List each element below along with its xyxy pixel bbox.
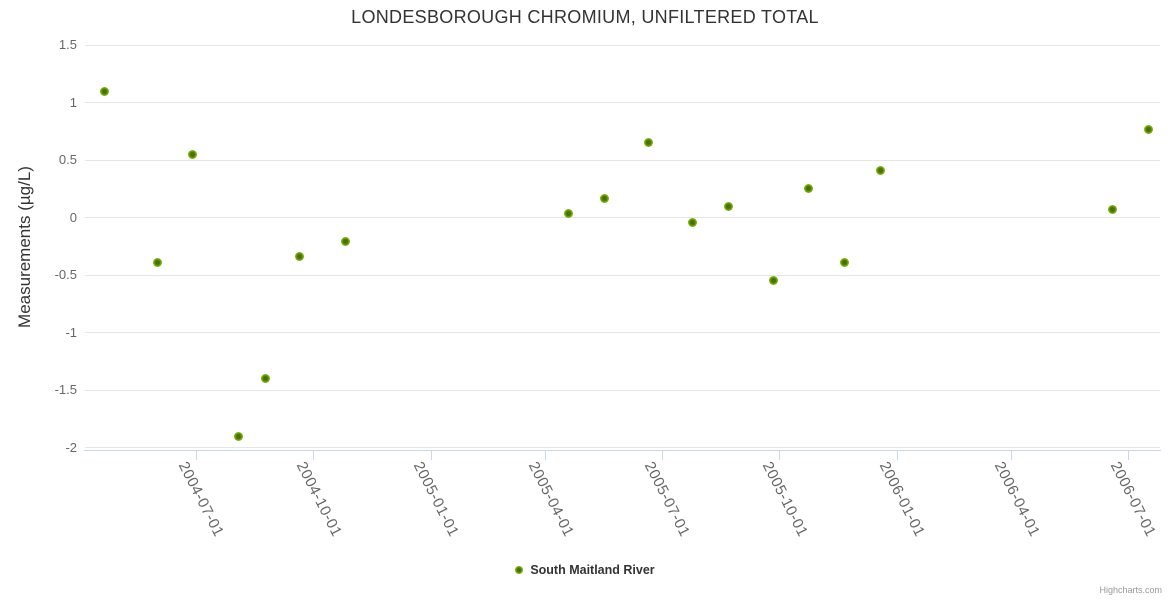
- data-point[interactable]: [804, 184, 814, 194]
- data-point[interactable]: [233, 431, 243, 441]
- y-gridline: [85, 447, 1160, 449]
- data-point[interactable]: [724, 201, 733, 211]
- x-axis-tick-label: 2005-04-01: [524, 459, 577, 540]
- data-point[interactable]: [688, 217, 698, 227]
- y-axis-tick-label: 1: [69, 94, 77, 110]
- x-axis-tick-label: 2006-01-01: [875, 459, 929, 540]
- legend-item-south-maitland-river[interactable]: South Maitland River: [515, 563, 655, 577]
- x-axis-tick-mark: [896, 450, 898, 460]
- x-axis-tick-mark: [545, 450, 547, 460]
- y-gridline: [85, 159, 1160, 161]
- x-axis-tick-label: 2004-07-01: [174, 459, 228, 540]
- legend: South Maitland River: [0, 563, 1170, 577]
- y-axis-tick-label: -1: [65, 324, 77, 340]
- data-point[interactable]: [564, 208, 574, 218]
- y-axis-tick-label: -2: [65, 439, 77, 455]
- x-axis-tick-mark: [1127, 450, 1129, 460]
- data-point[interactable]: [260, 374, 270, 384]
- y-gridline: [85, 389, 1160, 391]
- data-point[interactable]: [600, 193, 610, 203]
- x-axis-tick-mark: [779, 450, 780, 460]
- data-point[interactable]: [295, 252, 304, 262]
- data-point[interactable]: [341, 237, 350, 247]
- data-point[interactable]: [1144, 124, 1153, 134]
- x-axis-tick-label: 2004-10-01: [292, 459, 345, 540]
- data-point[interactable]: [768, 276, 778, 286]
- data-point[interactable]: [99, 86, 109, 96]
- y-gridline: [85, 332, 1160, 334]
- y-axis-tick-label: -0.5: [54, 267, 77, 283]
- data-point[interactable]: [643, 138, 653, 148]
- x-axis-tick-label: 2005-10-01: [758, 459, 811, 540]
- x-axis-tick-label: 2005-07-01: [640, 459, 694, 540]
- data-point[interactable]: [153, 258, 163, 267]
- y-gridline: [85, 274, 1160, 276]
- x-axis-tick-label: 2006-04-01: [990, 459, 1043, 540]
- series-marker-icon: [515, 566, 524, 574]
- x-axis-tick-mark: [195, 450, 197, 460]
- y-gridline: [85, 102, 1160, 103]
- legend-label: South Maitland River: [530, 563, 655, 577]
- y-gridline: [85, 44, 1160, 46]
- y-axis-tick-label: 0.5: [58, 152, 77, 168]
- data-point[interactable]: [187, 149, 197, 159]
- x-axis-tick-mark: [313, 450, 314, 460]
- x-axis-tick-mark: [661, 450, 663, 460]
- y-axis-tick-label: -1.5: [54, 382, 77, 398]
- data-point[interactable]: [875, 165, 885, 175]
- data-point[interactable]: [1108, 205, 1118, 214]
- y-gridline: [85, 217, 1160, 219]
- y-axis-title: Measurements (µg/L): [15, 166, 34, 328]
- data-point[interactable]: [840, 258, 850, 267]
- highcharts-credit-link[interactable]: Highcharts.com: [1099, 585, 1162, 595]
- x-axis-tick-mark: [430, 450, 432, 460]
- y-axis-tick-label: 0: [69, 209, 77, 225]
- x-axis-line: [84, 450, 1161, 451]
- x-axis-tick-label: 2005-01-01: [409, 459, 463, 540]
- y-axis-tick-label: 1.5: [58, 37, 77, 52]
- x-axis-tick-mark: [1011, 450, 1013, 460]
- chart-title: LONDESBOROUGH CHROMIUM, UNFILTERED TOTAL: [351, 7, 819, 27]
- x-axis-tick-label: 2006-07-01: [1106, 459, 1160, 540]
